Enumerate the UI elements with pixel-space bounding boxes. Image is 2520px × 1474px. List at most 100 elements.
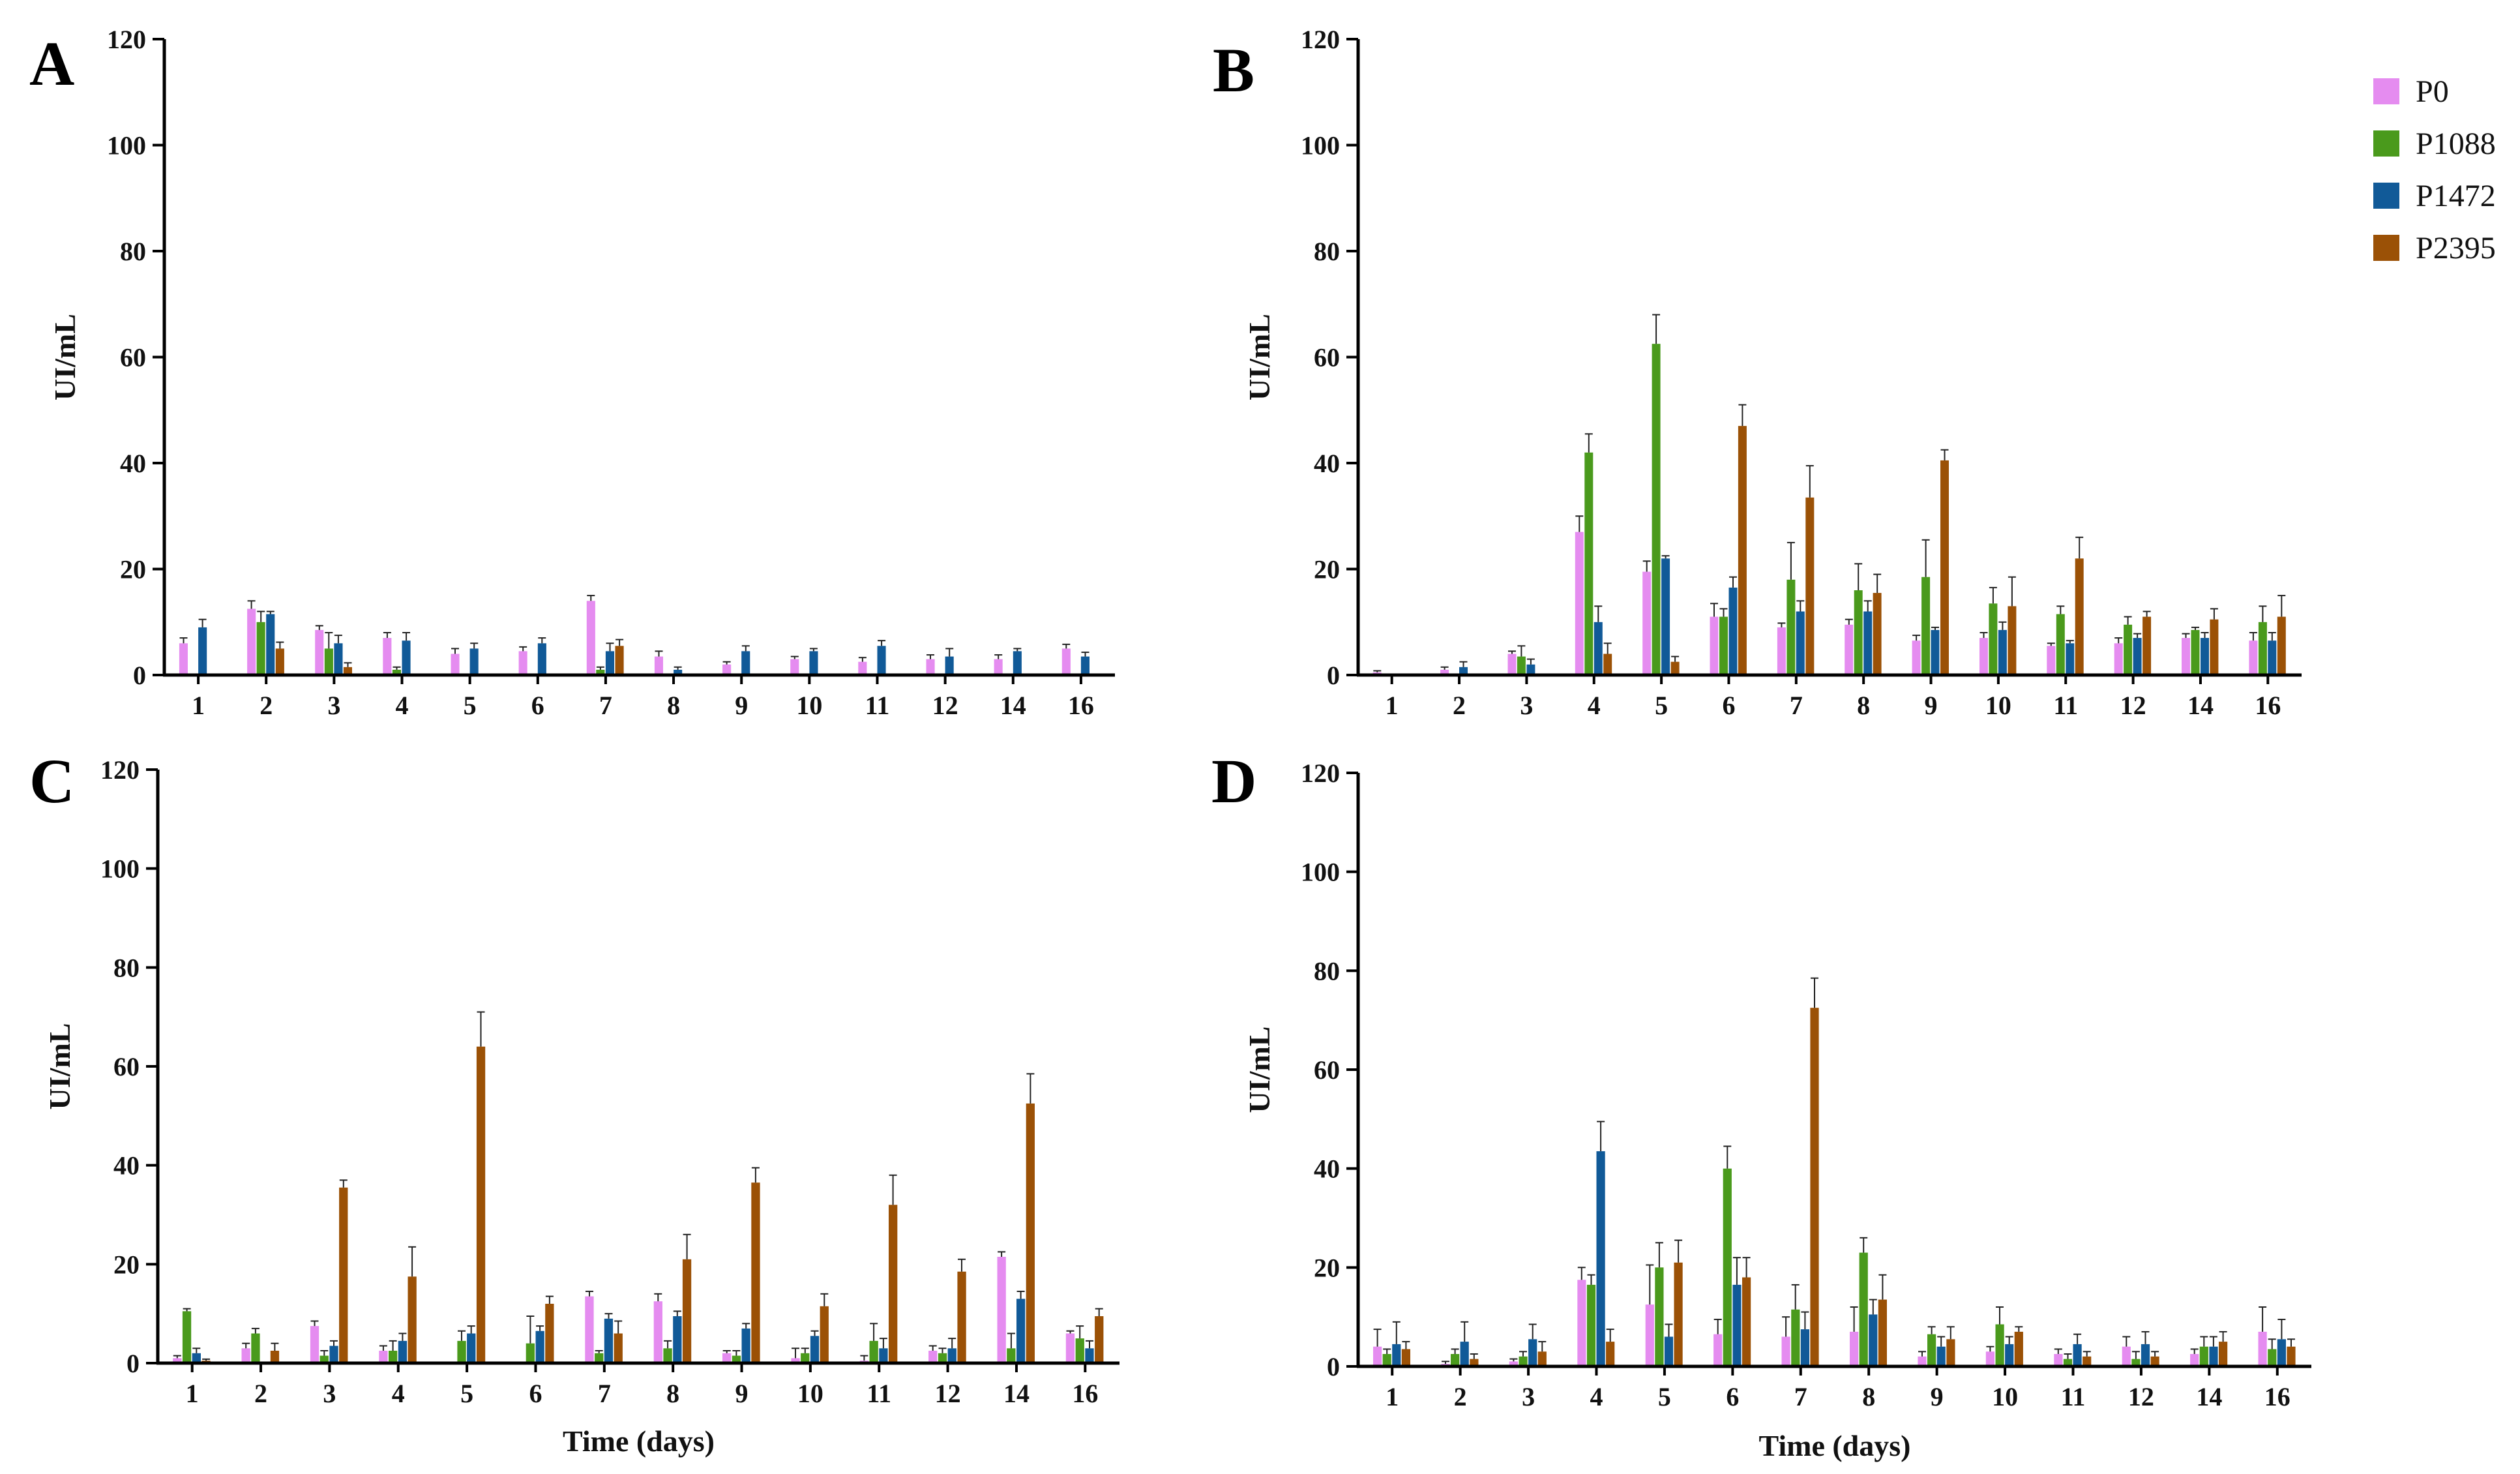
bar-d-p1088-day-8 bbox=[1859, 1252, 1868, 1366]
bar-b-p1472-day-2 bbox=[1459, 667, 1468, 675]
bar-a-p2395-day-2 bbox=[275, 648, 284, 675]
bar-d-p1088-day-7 bbox=[1791, 1309, 1800, 1366]
bar-a-p1088-day-4 bbox=[392, 669, 401, 675]
bar-d-p1472-day-4 bbox=[1596, 1151, 1605, 1366]
bar-d-p2395-day-5 bbox=[1674, 1262, 1683, 1367]
bar-b-p2395-day-16 bbox=[2277, 616, 2286, 675]
y-tick-label-d-40: 40 bbox=[1314, 1154, 1340, 1184]
x-tick-label-a-12: 12 bbox=[932, 691, 958, 720]
bar-d-p1088-day-3 bbox=[1519, 1356, 1528, 1366]
bar-a-p0-day-5 bbox=[451, 654, 460, 675]
bar-b-p1088-day-6 bbox=[1719, 616, 1728, 675]
bar-c-p1088-day-7 bbox=[595, 1353, 604, 1363]
bar-c-p1088-day-9 bbox=[732, 1355, 741, 1363]
bar-b-p0-day-11 bbox=[2047, 646, 2056, 675]
bar-c-p1088-day-8 bbox=[663, 1348, 672, 1364]
bar-d-p2395-day-6 bbox=[1742, 1277, 1751, 1366]
bar-d-p1088-day-16 bbox=[2268, 1349, 2277, 1366]
bar-a-p1472-day-16 bbox=[1080, 656, 1090, 675]
bar-a-p0-day-11 bbox=[858, 661, 867, 675]
y-tick-label-d-0: 0 bbox=[1327, 1352, 1340, 1381]
x-tick-label-b-16: 16 bbox=[2255, 691, 2281, 720]
x-tick-label-d-3: 3 bbox=[1522, 1382, 1535, 1411]
y-tick-label-b-0: 0 bbox=[1327, 661, 1340, 690]
y-tick-label-b-120: 120 bbox=[1301, 25, 1340, 54]
bar-a-p1472-day-14 bbox=[1013, 651, 1022, 675]
x-tick-label-c-14: 14 bbox=[1003, 1379, 1030, 1408]
x-tick-label-b-12: 12 bbox=[2120, 691, 2146, 720]
legend-swatch-p2395 bbox=[2373, 235, 2399, 261]
legend-swatch-p1472 bbox=[2373, 183, 2399, 209]
x-tick-label-a-16: 16 bbox=[1068, 691, 1094, 720]
bar-d-p0-day-7 bbox=[1781, 1336, 1790, 1366]
legend-label-p2395: P2395 bbox=[2416, 231, 2496, 265]
bar-d-p2395-day-7 bbox=[1810, 1008, 1819, 1366]
bar-a-p2395-day-7 bbox=[615, 646, 624, 675]
y-tick-label-c-100: 100 bbox=[100, 854, 140, 884]
bar-b-p1472-day-3 bbox=[1526, 664, 1535, 676]
x-tick-label-b-6: 6 bbox=[1722, 691, 1735, 720]
y-tick-label-d-100: 100 bbox=[1301, 858, 1340, 887]
y-tick-label-c-120: 120 bbox=[100, 755, 140, 785]
bar-b-p2395-day-8 bbox=[1873, 593, 1882, 675]
bar-d-p1088-day-14 bbox=[2199, 1346, 2208, 1366]
bar-c-p1088-day-11 bbox=[869, 1340, 878, 1363]
y-axis-title-a: UI/mL bbox=[48, 314, 82, 400]
y-tick-label-c-80: 80 bbox=[113, 953, 140, 982]
bar-b-p1088-day-8 bbox=[1854, 590, 1863, 675]
bar-a-p1472-day-1 bbox=[198, 627, 207, 675]
bar-b-p2395-day-9 bbox=[1940, 460, 1949, 675]
bar-b-p1472-day-7 bbox=[1796, 611, 1805, 675]
x-tick-label-c-4: 4 bbox=[392, 1379, 405, 1408]
x-tick-label-d-9: 9 bbox=[1931, 1382, 1944, 1411]
y-axis-title-c: UI/mL bbox=[43, 1023, 76, 1110]
bar-c-p0-day-14 bbox=[997, 1257, 1006, 1363]
bar-a-p0-day-9 bbox=[722, 664, 732, 676]
bar-c-p0-day-7 bbox=[585, 1296, 594, 1363]
x-axis-title-c: Time (days) bbox=[563, 1424, 715, 1458]
x-tick-label-a-1: 1 bbox=[192, 691, 205, 720]
bar-b-p0-day-3 bbox=[1507, 654, 1517, 675]
bar-b-p2395-day-5 bbox=[1670, 661, 1680, 675]
x-tick-label-d-16: 16 bbox=[2264, 1382, 2290, 1411]
bar-a-p0-day-8 bbox=[654, 656, 663, 675]
bar-d-p0-day-11 bbox=[2054, 1354, 2063, 1366]
bar-d-p1472-day-14 bbox=[2209, 1346, 2218, 1366]
bar-d-p1472-day-12 bbox=[2141, 1344, 2150, 1366]
bar-d-p2395-day-1 bbox=[1401, 1349, 1410, 1366]
bar-d-p1472-day-6 bbox=[1732, 1284, 1742, 1366]
bar-d-p0-day-14 bbox=[2190, 1354, 2199, 1366]
bar-b-p0-day-4 bbox=[1575, 532, 1584, 675]
bar-a-p0-day-14 bbox=[994, 659, 1003, 675]
x-axis-title-d: Time (days) bbox=[1759, 1429, 1911, 1462]
bar-c-p1472-day-9 bbox=[741, 1328, 750, 1363]
bar-b-p0-day-8 bbox=[1845, 624, 1854, 675]
bar-c-p2395-day-9 bbox=[751, 1182, 760, 1363]
bar-c-p1472-day-14 bbox=[1016, 1299, 1026, 1363]
bar-d-p0-day-5 bbox=[1645, 1304, 1654, 1366]
bar-c-p2395-day-3 bbox=[339, 1187, 348, 1363]
y-tick-label-c-20: 20 bbox=[113, 1250, 140, 1279]
bar-d-p2395-day-16 bbox=[2287, 1346, 2296, 1366]
bar-b-p2395-day-7 bbox=[1805, 497, 1815, 675]
x-tick-label-c-1: 1 bbox=[186, 1379, 199, 1408]
bar-d-p1472-day-2 bbox=[1460, 1342, 1469, 1366]
bar-c-p1472-day-11 bbox=[879, 1348, 888, 1364]
legend-swatch-p1088 bbox=[2373, 130, 2399, 157]
panel-label-c: C bbox=[29, 746, 74, 816]
bar-d-p1088-day-9 bbox=[1927, 1334, 1936, 1366]
bar-d-p2395-day-4 bbox=[1606, 1342, 1615, 1366]
x-tick-label-d-1: 1 bbox=[1386, 1382, 1399, 1411]
bar-d-p1088-day-10 bbox=[1995, 1324, 2004, 1366]
bar-d-p0-day-12 bbox=[2122, 1346, 2131, 1366]
x-tick-label-b-4: 4 bbox=[1588, 691, 1601, 720]
bar-c-p0-day-9 bbox=[722, 1353, 732, 1363]
bar-b-p0-day-12 bbox=[2114, 643, 2123, 676]
bar-d-p1088-day-1 bbox=[1382, 1354, 1391, 1366]
x-tick-label-d-2: 2 bbox=[1454, 1382, 1467, 1411]
y-tick-label-d-20: 20 bbox=[1314, 1253, 1340, 1282]
x-tick-label-b-10: 10 bbox=[1985, 691, 2011, 720]
